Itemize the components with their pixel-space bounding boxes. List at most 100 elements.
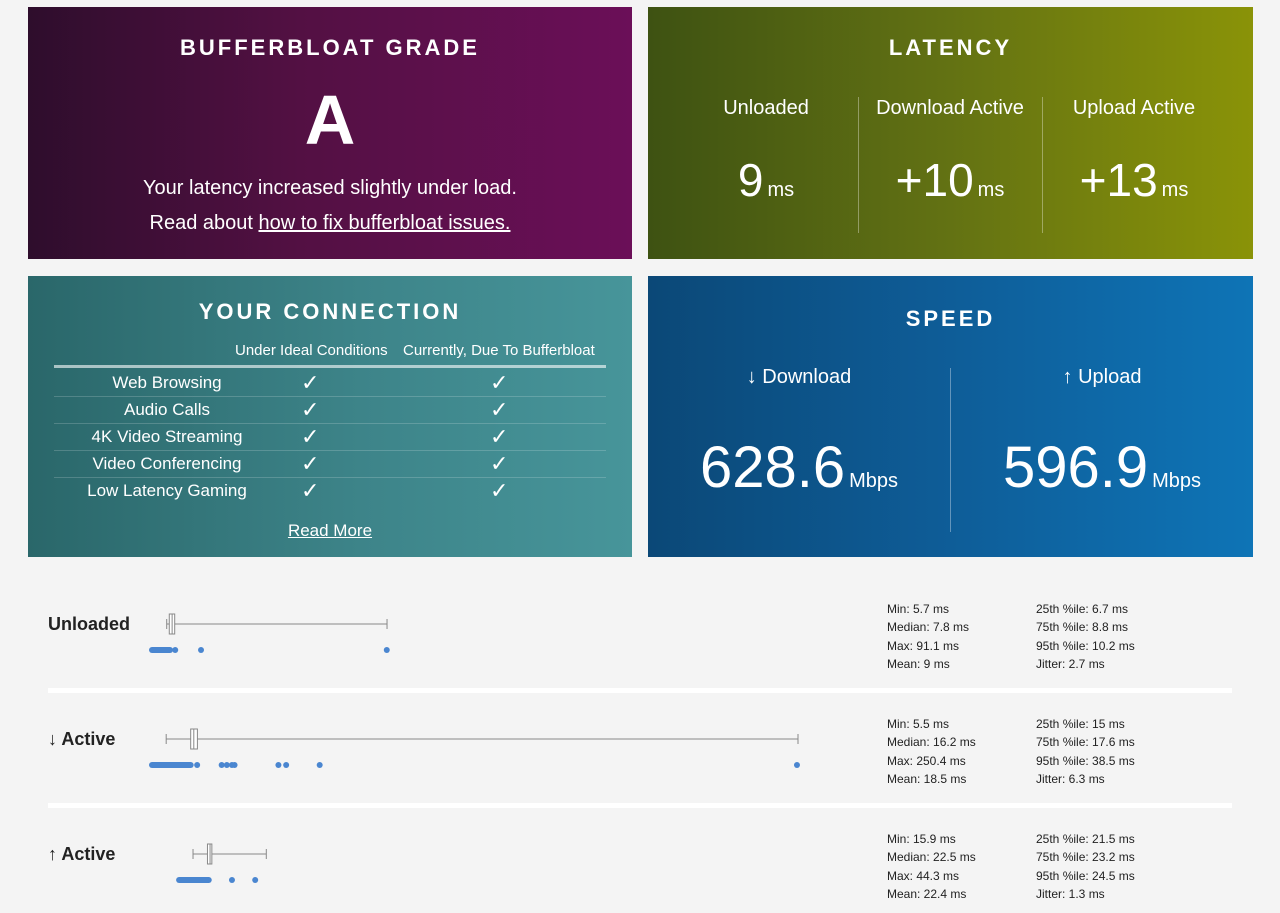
latency-card: LATENCY Unloaded 9 ms Download Active +10… [648,7,1253,259]
grade-readmore-prefix: Read about [149,212,259,234]
column-header-current: Currently, Due To Bufferbloat [403,342,595,359]
sample-point [228,877,235,883]
column-header-ideal: Under Ideal Conditions [235,342,388,359]
speed-unit: Mbps [1152,470,1202,492]
speed-unit: Mbps [849,470,899,492]
connection-row: Video Conferencing ✓ ✓ [54,451,606,478]
distribution-label: Unloaded [48,614,131,634]
grade-summary: Your latency increased slightly under lo… [143,177,517,199]
row-separator [48,803,1232,808]
latency-distribution-row: Unloaded Min: 5.7 ms Median: 7.8 ms Max: 91… [48,598,1232,680]
latency-download-number: +10 [895,154,974,206]
upload-value: 596.9 Mbps [951,434,1253,501]
latency-divider [858,97,859,233]
upload-label: ↑ Upload [1062,366,1142,388]
stats-summary-left: Min: 5.7 ms Median: 7.8 ms Max: 91.1 ms Mea… [887,600,969,673]
distribution-label: ↓ Active [48,729,116,749]
stat-line: Min: 5.7 ms [887,602,950,616]
sample-point [275,762,282,768]
stat-line: Jitter: 2.7 ms [1036,656,1105,671]
checkmark-icon: ✓ [490,370,509,395]
distribution-label: ↑ Active [48,844,116,864]
stat-line: Mean: 22.4 ms [887,886,967,901]
box-plot [176,843,267,883]
sample-point [218,762,225,768]
sample-point [316,762,323,768]
stat-line: Max: 91.1 ms [887,638,960,653]
connection-row: Audio Calls ✓ ✓ [54,397,606,424]
latency-title: LATENCY [888,35,1013,60]
download-value: 628.6 Mbps [648,434,950,501]
sample-point [231,762,238,768]
stats-summary-left: Min: 5.5 ms Median: 16.2 ms Max: 250.4 ms M… [887,715,976,788]
download-number: 628.6 [699,435,846,500]
activity-name: Audio Calls [124,400,210,419]
checkmark-icon: ✓ [490,478,509,503]
stat-line: Median: 22.5 ms [887,850,976,865]
download-label: ↓ Download [746,366,852,388]
latency-upload-label: Upload Active [1072,97,1196,119]
read-more-wrap: Read More [28,521,632,541]
sample-point [252,877,259,883]
stat-line: Mean: 18.5 ms [887,771,967,786]
speed-divider [950,368,951,532]
stat-line: 25th %ile: 6.7 ms [1036,602,1129,616]
upload-number: 596.9 [1002,435,1149,500]
box-plot [149,728,800,768]
connection-row: Low Latency Gaming ✓ ✓ [54,478,606,505]
stat-line: 95th %ile: 24.5 ms [1036,868,1135,883]
latency-unloaded-label: Unloaded [723,97,809,119]
stat-line: Median: 7.8 ms [887,620,970,635]
latency-unit: ms [1161,179,1189,201]
connection-title: YOUR CONNECTION [198,299,462,324]
stat-line: 95th %ile: 38.5 ms [1036,753,1135,768]
checkmark-icon: ✓ [301,370,320,395]
latency-download-label: Download Active [876,97,1024,119]
grade-readmore-line: Read about how to fix bufferbloat issues… [28,212,632,235]
your-connection-card: YOUR CONNECTION Under Ideal Conditions C… [28,276,632,557]
checkmark-icon: ✓ [301,451,320,476]
stats-summary-left: Min: 15.9 ms Median: 22.5 ms Max: 44.3 ms M… [887,830,976,903]
activity-name: Video Conferencing [92,454,242,473]
sample-point [793,762,800,768]
latency-unloaded-number: 9 [737,154,764,206]
stat-line: 75th %ile: 8.8 ms [1036,620,1129,635]
stat-line: 75th %ile: 23.2 ms [1036,850,1135,865]
sample-point [283,762,290,768]
activity-name: Low Latency Gaming [87,481,247,500]
read-more-link[interactable]: Read More [287,521,373,540]
latency-upload-value: +13 ms [1042,153,1226,207]
bufferbloat-grade-card: BUFFERBLOAT GRADE A Your latency increas… [28,7,632,259]
stat-line: Min: 5.5 ms [887,717,950,731]
stat-line: Jitter: 1.3 ms [1036,886,1105,901]
stats-summary-right: 25th %ile: 15 ms 75th %ile: 17.6 ms 95th %… [1036,715,1135,788]
stat-line: Max: 44.3 ms [887,868,960,883]
latency-download-value: +10 ms [858,153,1042,207]
stat-line: Median: 16.2 ms [887,735,976,750]
stat-line: Max: 250.4 ms [887,753,966,768]
sample-point [172,647,179,653]
grade-title: BUFFERBLOAT GRADE [180,35,480,60]
latency-unit: ms [767,179,795,201]
stat-line: Jitter: 6.3 ms [1036,771,1105,786]
stat-line: 95th %ile: 10.2 ms [1036,638,1135,653]
latency-divider [1042,97,1043,233]
header-rule [54,365,606,368]
activity-name: 4K Video Streaming [91,427,243,446]
box-plot [149,613,390,653]
checkmark-icon: ✓ [490,451,509,476]
stat-line: Mean: 9 ms [887,656,950,671]
stat-line: 25th %ile: 15 ms [1036,717,1125,731]
latency-upload-number: +13 [1079,154,1158,206]
stats-summary-right: 25th %ile: 6.7 ms 75th %ile: 8.8 ms 95th %… [1036,600,1135,673]
row-separator [48,688,1232,693]
fix-bufferbloat-link[interactable]: how to fix bufferbloat issues. [258,212,511,234]
checkmark-icon: ✓ [490,424,509,449]
checkmark-icon: ✓ [301,478,320,503]
sample-point [194,762,201,768]
latency-unit: ms [977,179,1005,201]
checkmark-icon: ✓ [301,397,320,422]
activity-name: Web Browsing [112,373,222,392]
stats-summary-right: 25th %ile: 21.5 ms 75th %ile: 23.2 ms 95th… [1036,830,1135,903]
sample-point [383,647,390,653]
